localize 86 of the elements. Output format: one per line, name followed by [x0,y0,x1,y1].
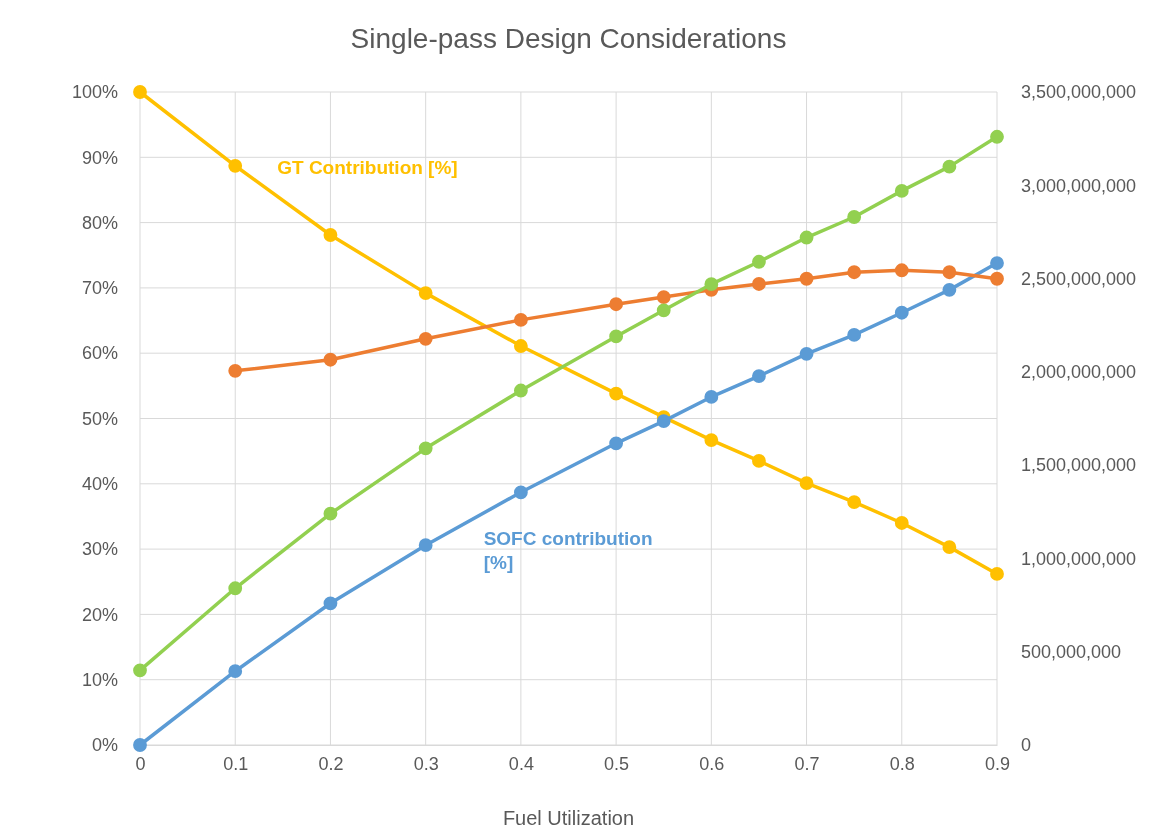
x-tick-label: 0.9 [984,753,1011,774]
point [894,305,909,320]
point [418,286,433,301]
point [228,664,243,679]
x-tick-label: 0.2 [318,753,344,774]
point [990,256,1004,270]
point [894,263,909,278]
point [418,331,433,346]
point [323,596,338,611]
point [847,495,862,509]
x-tick-label: 0.7 [794,753,820,774]
point [704,277,719,292]
y-tick-label: 60% [81,343,118,364]
point [228,158,243,173]
y2-tick-label: 500,000,000 [1021,641,1122,662]
point [752,254,766,269]
point [323,506,338,521]
point [942,159,957,174]
x-tick-label: 0.5 [604,753,630,774]
point [752,454,766,468]
point [942,265,957,280]
point [609,329,624,344]
point [656,290,671,304]
x-tick-label: 0.3 [413,753,439,774]
y2-tick-label: 1,000,000,000 [1021,548,1137,569]
y-tick-label: 80% [81,212,118,233]
point [799,271,814,286]
x-tick-label: 0.1 [223,753,249,774]
point [513,313,528,327]
point [609,386,624,401]
point [752,369,766,383]
point [752,277,766,291]
point [990,567,1004,581]
point [942,282,957,297]
y-tick-label: 40% [81,474,118,495]
series-label: SOFC contribution [%] [483,528,653,573]
point [513,339,528,353]
x-tick-label: 0.6 [699,753,725,774]
y-tick-label: 20% [81,604,118,625]
point [133,738,147,752]
point [418,441,433,456]
y2-tick-label: 1,500,000,000 [1021,455,1137,476]
point [894,516,909,530]
y-tick-label: 100% [71,82,118,103]
x-tick-label: 0 [135,753,146,774]
y2-tick-label: 2,000,000,000 [1021,362,1137,383]
point [799,346,814,361]
point [228,363,243,378]
y2-tick-label: 3,000,000,000 [1021,175,1137,196]
y2-tick-label: 0 [1021,735,1032,756]
x-axis-title: Fuel Utilization [502,807,635,829]
y-tick-label: 90% [81,147,118,168]
point [704,390,719,404]
y-tick-label: 70% [81,278,118,299]
y-tick-label: 0% [91,735,118,756]
x-tick-label: 0.8 [889,753,915,774]
point [133,85,147,99]
y-tick-label: 30% [81,539,118,560]
point [847,265,862,280]
point [228,581,243,596]
point [894,183,909,198]
y-tick-label: 10% [81,669,118,690]
point [513,383,528,398]
point [656,303,671,318]
point [656,414,671,429]
y2-tick-label: 2,500,000,000 [1021,268,1137,289]
point [418,538,433,553]
point [323,352,338,367]
chart-title: Single-pass Design Considerations [350,23,787,54]
point [609,436,624,451]
point [704,433,719,447]
point [990,129,1004,144]
point [799,230,814,245]
point [323,228,338,242]
point [513,485,528,500]
point [990,271,1004,286]
y2-tick-label: 3,500,000,000 [1021,82,1137,103]
y-tick-label: 50% [81,408,118,429]
point [847,210,862,224]
point [799,476,814,491]
point [133,663,147,678]
point [942,540,957,555]
x-tick-label: 0.4 [508,753,534,774]
point [609,297,624,312]
series-label: GT Contribution [%] [277,156,458,178]
point [847,328,862,342]
